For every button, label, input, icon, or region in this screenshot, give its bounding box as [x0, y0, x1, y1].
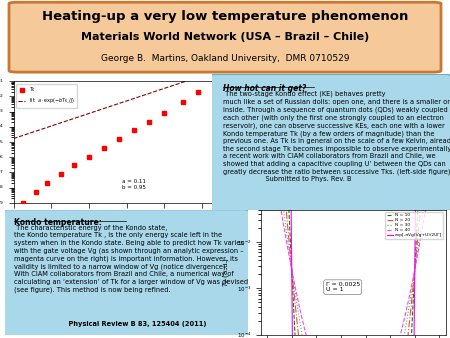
Text: Physical Review B 83, 125404 (2011): Physical Review B 83, 125404 (2011) [46, 321, 206, 327]
Text: How hot can it get?: How hot can it get? [224, 84, 307, 93]
Line: exp[-πVg(Vg+U)/2UΓ]: exp[-πVg(Vg+U)/2UΓ] [273, 196, 433, 338]
N = 20 [439, 208, 445, 212]
Text: George B.  Martins, Oakland University,  DMR 0710529: George B. Martins, Oakland University, D… [101, 53, 349, 63]
Text: The characteristic energy of the Kondo state,
the Kondo temperature Tk , is the : The characteristic energy of the Kondo s… [14, 224, 248, 293]
N = 40 [439, 208, 445, 212]
exp[-πVg(Vg+U)/2UΓ] [279, 194, 285, 198]
FancyBboxPatch shape [207, 74, 450, 211]
N = 40 [408, 287, 414, 291]
N = 30 [262, 208, 267, 212]
Text: Kondo temperature:: Kondo temperature: [14, 218, 102, 227]
N = 20 [408, 307, 414, 311]
Line: N = 10: N = 10 [265, 210, 442, 338]
N = 10 [262, 208, 267, 212]
X-axis label: 1/|J|: 1/|J| [106, 223, 119, 230]
Line: N = 40: N = 40 [265, 210, 442, 338]
Text: Heating-up a very low temperature phenomenon: Heating-up a very low temperature phenom… [42, 10, 408, 23]
Line: N = 30: N = 30 [265, 210, 442, 338]
Text: Γ = 0.0025
U = 1: Γ = 0.0025 U = 1 [325, 282, 360, 292]
Text: Materials World Network (USA – Brazil – Chile): Materials World Network (USA – Brazil – … [81, 32, 369, 42]
Text: The two-stage Kondo effect (KE) behaves pretty
much like a set of Russian dolls:: The two-stage Kondo effect (KE) behaves … [224, 91, 450, 182]
exp[-πVg(Vg+U)/2UΓ] [431, 194, 436, 198]
N = 10 [439, 208, 445, 212]
Line: N = 20: N = 20 [265, 210, 442, 338]
N = 40 [262, 208, 267, 212]
Text: a = 0.11
b = 0.95: a = 0.11 b = 0.95 [122, 179, 146, 190]
Legend: $T_K$, fit: $a\cdot\exp(-bT_{K_0}/J)$: $T_K$, fit: $a\cdot\exp(-bT_{K_0}/J)$ [16, 83, 77, 108]
N = 20 [262, 208, 267, 212]
FancyBboxPatch shape [0, 210, 250, 336]
N = 30 [408, 294, 414, 298]
Legend: N = 10, N = 20, N = 30, N = 40, exp[-πVg(Vg+U)/2UΓ]: N = 10, N = 20, N = 30, N = 40, exp[-πVg… [385, 212, 443, 239]
Y-axis label: $T_K$ (a.u.): $T_K$ (a.u.) [221, 257, 231, 287]
FancyBboxPatch shape [9, 2, 441, 72]
N = 30 [439, 208, 445, 212]
exp[-πVg(Vg+U)/2UΓ] [270, 194, 276, 198]
